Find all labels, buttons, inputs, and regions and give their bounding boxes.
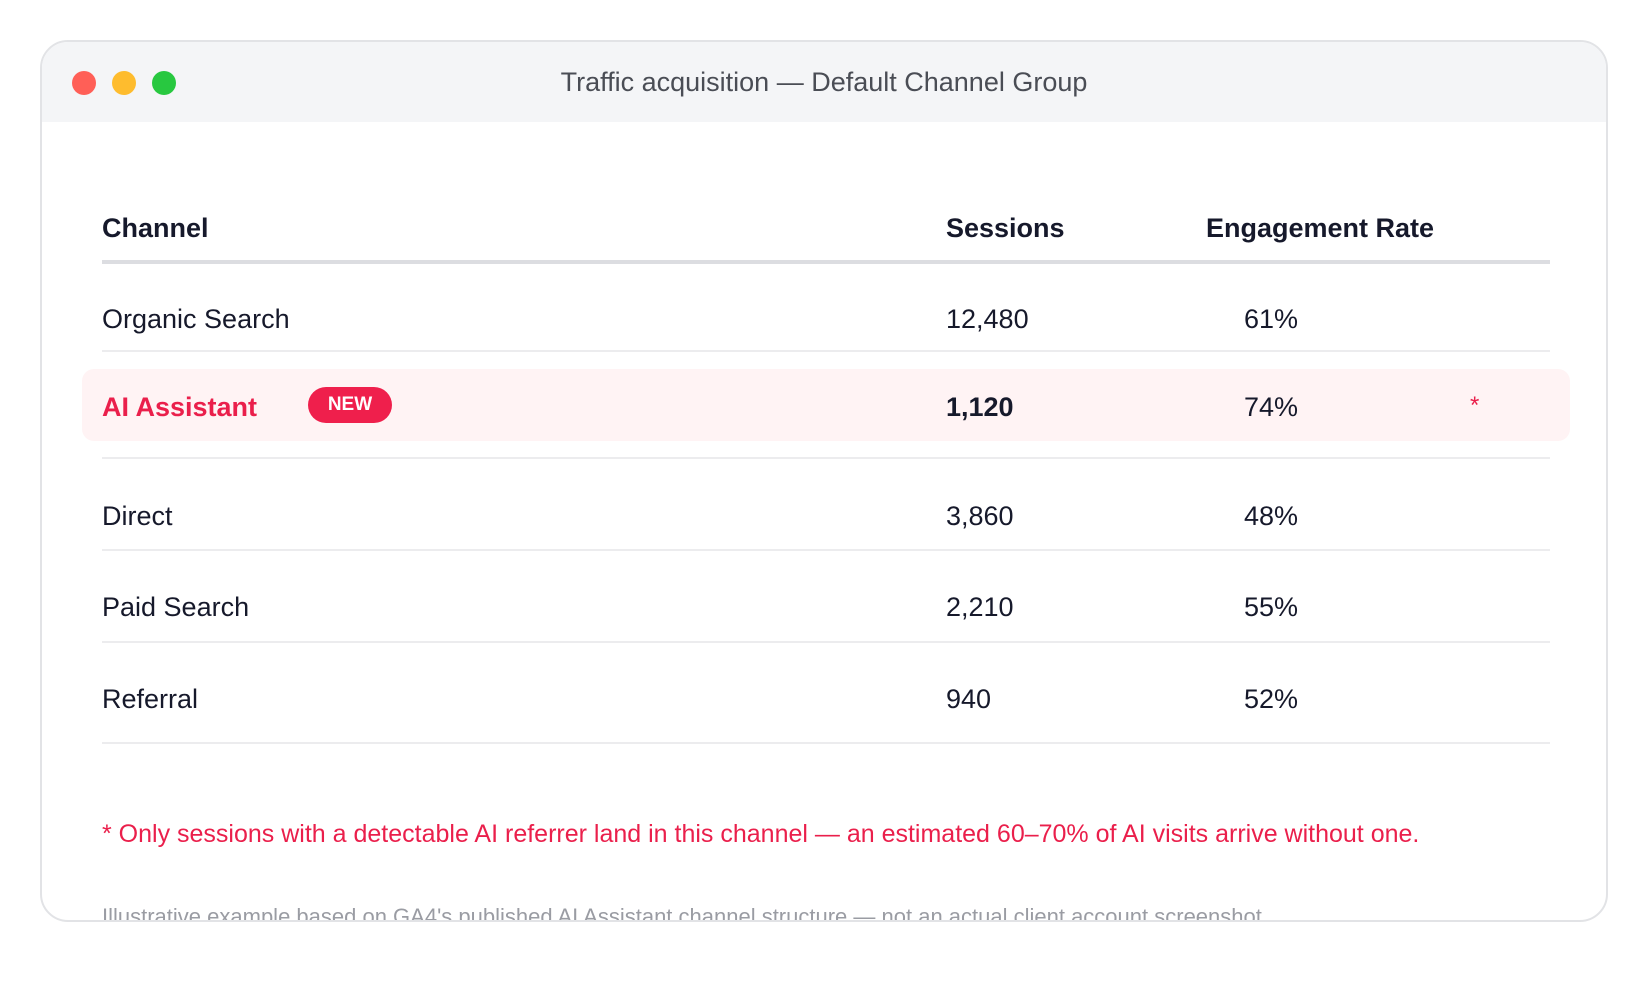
close-window-button[interactable] xyxy=(72,71,96,95)
table-header: Channel Sessions Engagement Rate xyxy=(102,122,1550,264)
engagement-rate-value: 61% xyxy=(1244,304,1299,334)
app-window: Traffic acquisition — Default Channel Gr… xyxy=(40,40,1608,922)
sessions-value: 1,120 xyxy=(946,392,1014,422)
table-row[interactable]: Paid Search 2,210 55% xyxy=(102,551,1550,643)
engagement-rate-value: 55% xyxy=(1244,592,1299,622)
engagement-rate-value: 52% xyxy=(1244,684,1299,714)
header-sessions[interactable]: Sessions xyxy=(946,213,1065,243)
table-row[interactable]: Direct 3,860 48% xyxy=(102,459,1550,551)
header-engagement-rate[interactable]: Engagement Rate xyxy=(1206,213,1435,243)
disclaimer: Illustrative example based on GA4's publ… xyxy=(102,904,1268,922)
row-highlight xyxy=(82,369,1570,441)
footnote-marker: * xyxy=(1470,392,1480,419)
table-row[interactable]: Organic Search 12,480 61% xyxy=(102,264,1550,352)
window-title: Traffic acquisition — Default Channel Gr… xyxy=(560,67,1088,97)
sessions-value: 12,480 xyxy=(946,304,1029,334)
engagement-rate-value: 48% xyxy=(1244,501,1299,531)
sessions-value: 3,860 xyxy=(946,501,1014,531)
engagement-rate-value: 74% xyxy=(1244,392,1299,422)
sessions-value: 2,210 xyxy=(946,592,1014,622)
table-row[interactable]: Referral 940 52% xyxy=(102,643,1550,744)
table-row-highlighted[interactable]: AI Assistant NEW 1,120 74% * xyxy=(82,352,1570,459)
channel-name: Referral xyxy=(102,684,199,714)
title-bar: Traffic acquisition — Default Channel Gr… xyxy=(42,42,1606,122)
sessions-value: 940 xyxy=(946,684,992,714)
channel-name: Paid Search xyxy=(102,592,250,622)
new-badge: NEW xyxy=(308,387,392,423)
channel-name: Organic Search xyxy=(102,304,290,334)
channel-name: AI Assistant xyxy=(102,392,258,422)
maximize-window-button[interactable] xyxy=(152,71,176,95)
footnote: * Only sessions with a detectable AI ref… xyxy=(102,820,1420,848)
minimize-window-button[interactable] xyxy=(112,71,136,95)
header-channel[interactable]: Channel xyxy=(102,213,209,243)
channel-name: Direct xyxy=(102,501,173,531)
